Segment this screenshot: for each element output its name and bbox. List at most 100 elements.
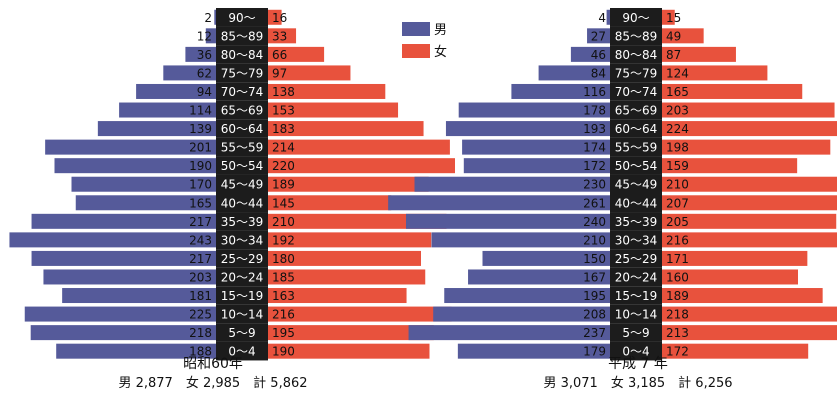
pyramid-showa60-title: 昭和60年 <box>183 356 243 372</box>
pyramid-heisei7-title: 平成 7 年 <box>608 356 668 372</box>
bar-female-6 <box>268 121 424 137</box>
value-female-15: 189 <box>666 289 689 303</box>
value-female-1: 33 <box>272 29 287 43</box>
bar-female-13 <box>268 250 421 266</box>
value-male-18: 188 <box>189 345 212 359</box>
value-female-7: 198 <box>666 141 689 155</box>
age-label-0: 90〜 <box>622 11 649 25</box>
bar-female-0 <box>268 9 282 25</box>
bar-male-0 <box>606 9 610 25</box>
age-box-11 <box>216 212 268 231</box>
bar-male-0 <box>214 9 216 25</box>
value-male-0: 4 <box>598 11 606 25</box>
bar-male-1 <box>587 28 610 44</box>
value-female-7: 214 <box>272 141 295 155</box>
bar-male-6 <box>97 121 216 137</box>
bar-female-6 <box>662 121 837 137</box>
legend-female-label: 女 <box>434 44 447 60</box>
value-female-3: 97 <box>272 66 287 80</box>
age-label-10: 40〜44 <box>221 196 264 210</box>
bar-male-2 <box>185 46 216 62</box>
bar-female-9 <box>268 176 429 192</box>
value-female-13: 180 <box>272 252 295 266</box>
age-box-5 <box>610 100 662 120</box>
value-female-17: 195 <box>272 326 295 340</box>
bar-male-16 <box>24 306 216 322</box>
bar-male-13 <box>31 250 216 266</box>
value-male-16: 225 <box>189 308 212 322</box>
bar-female-7 <box>268 139 450 155</box>
value-female-2: 66 <box>272 48 287 62</box>
bar-male-14 <box>43 269 217 285</box>
value-male-6: 139 <box>189 122 212 136</box>
age-label-0: 90〜 <box>228 11 255 25</box>
value-male-11: 217 <box>189 215 212 229</box>
value-female-13: 171 <box>666 252 689 266</box>
bar-female-17 <box>662 325 837 341</box>
value-female-8: 220 <box>272 159 295 173</box>
bar-female-10 <box>268 195 392 211</box>
age-box-12 <box>216 230 268 250</box>
bar-female-18 <box>268 343 430 359</box>
value-male-7: 174 <box>583 141 606 155</box>
age-label-11: 35〜39 <box>615 215 658 229</box>
value-female-2: 87 <box>666 48 681 62</box>
bar-male-17 <box>30 325 217 341</box>
value-male-9: 230 <box>583 178 606 192</box>
bar-male-4 <box>511 83 610 99</box>
bar-female-7 <box>662 139 831 155</box>
value-male-0: 2 <box>204 11 212 25</box>
value-female-9: 210 <box>666 178 689 192</box>
value-male-14: 203 <box>189 270 212 284</box>
bar-female-4 <box>268 83 386 99</box>
age-label-8: 50〜54 <box>221 159 264 173</box>
age-label-14: 20〜24 <box>615 270 658 284</box>
bar-male-8 <box>463 158 610 174</box>
age-box-18 <box>610 341 662 361</box>
age-label-5: 65〜69 <box>615 104 658 118</box>
age-box-8 <box>610 156 662 175</box>
bar-female-12 <box>268 232 432 248</box>
bar-female-0 <box>662 9 675 25</box>
bar-male-4 <box>136 83 216 99</box>
value-female-17: 213 <box>666 326 689 340</box>
legend-female-swatch <box>402 44 430 58</box>
bar-female-11 <box>662 213 837 229</box>
value-female-5: 153 <box>272 104 295 118</box>
value-female-18: 172 <box>666 345 689 359</box>
age-label-17: 5〜9 <box>228 326 255 340</box>
age-box-13 <box>216 249 268 268</box>
value-male-8: 172 <box>583 159 606 173</box>
value-male-8: 190 <box>189 159 212 173</box>
age-label-1: 85〜89 <box>615 29 658 43</box>
age-box-4 <box>216 82 268 101</box>
age-label-16: 10〜14 <box>615 308 658 322</box>
value-female-6: 183 <box>272 122 295 136</box>
bar-female-14 <box>268 269 426 285</box>
age-box-2 <box>216 45 268 64</box>
value-female-1: 49 <box>666 29 681 43</box>
age-label-13: 25〜29 <box>615 252 658 266</box>
legend-male-label: 男 <box>434 23 447 38</box>
bar-female-4 <box>662 83 803 99</box>
age-box-17 <box>610 323 662 342</box>
bar-male-6 <box>445 121 610 137</box>
value-female-16: 218 <box>666 308 689 322</box>
age-box-3 <box>216 63 268 83</box>
age-box-12 <box>610 230 662 250</box>
age-box-7 <box>610 137 662 157</box>
age-label-4: 70〜74 <box>615 85 658 99</box>
age-label-5: 65〜69 <box>221 104 264 118</box>
bar-female-13 <box>662 250 808 266</box>
age-box-10 <box>216 193 268 213</box>
age-box-13 <box>610 249 662 268</box>
bar-male-12 <box>9 232 217 248</box>
bar-male-18 <box>457 343 610 359</box>
bar-female-8 <box>268 158 455 174</box>
age-box-2 <box>610 45 662 64</box>
age-label-7: 55〜59 <box>221 141 264 155</box>
age-label-16: 10〜14 <box>221 308 264 322</box>
